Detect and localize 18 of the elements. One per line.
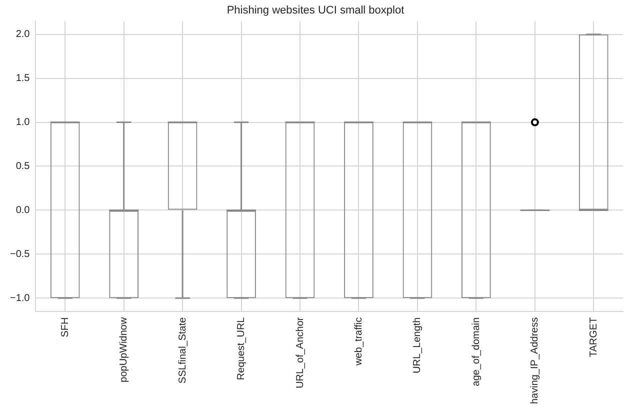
y-tick-label: 0.5 bbox=[16, 160, 30, 172]
chart-title: Phishing websites UCI small boxplot bbox=[226, 4, 404, 17]
x-tick-label: SFH bbox=[60, 317, 71, 338]
x-tick-label: URL_Length bbox=[412, 317, 424, 374]
x-tick-label: popUpWidnow bbox=[118, 316, 130, 382]
x-tick-label: URL_of_Anchor bbox=[294, 316, 306, 388]
y-tick-label: 0.0 bbox=[16, 204, 30, 216]
x-tick-label: Request_URL bbox=[236, 316, 248, 380]
y-tick-label: 2.0 bbox=[16, 29, 30, 40]
y-tick-label: −0.5 bbox=[10, 248, 30, 260]
y-tick-label: 1.0 bbox=[16, 117, 30, 128]
x-tick-label: having_IP_Address bbox=[530, 317, 541, 404]
x-tick-label: age_of_domain bbox=[470, 317, 482, 386]
x-tick-label: SSLfinal_State bbox=[177, 316, 188, 384]
y-tick-label: −1.0 bbox=[10, 292, 30, 304]
x-tick-label: web_traffic bbox=[353, 317, 364, 366]
y-tick-label: 1.5 bbox=[16, 73, 30, 84]
x-tick-label: TARGET bbox=[588, 317, 600, 358]
